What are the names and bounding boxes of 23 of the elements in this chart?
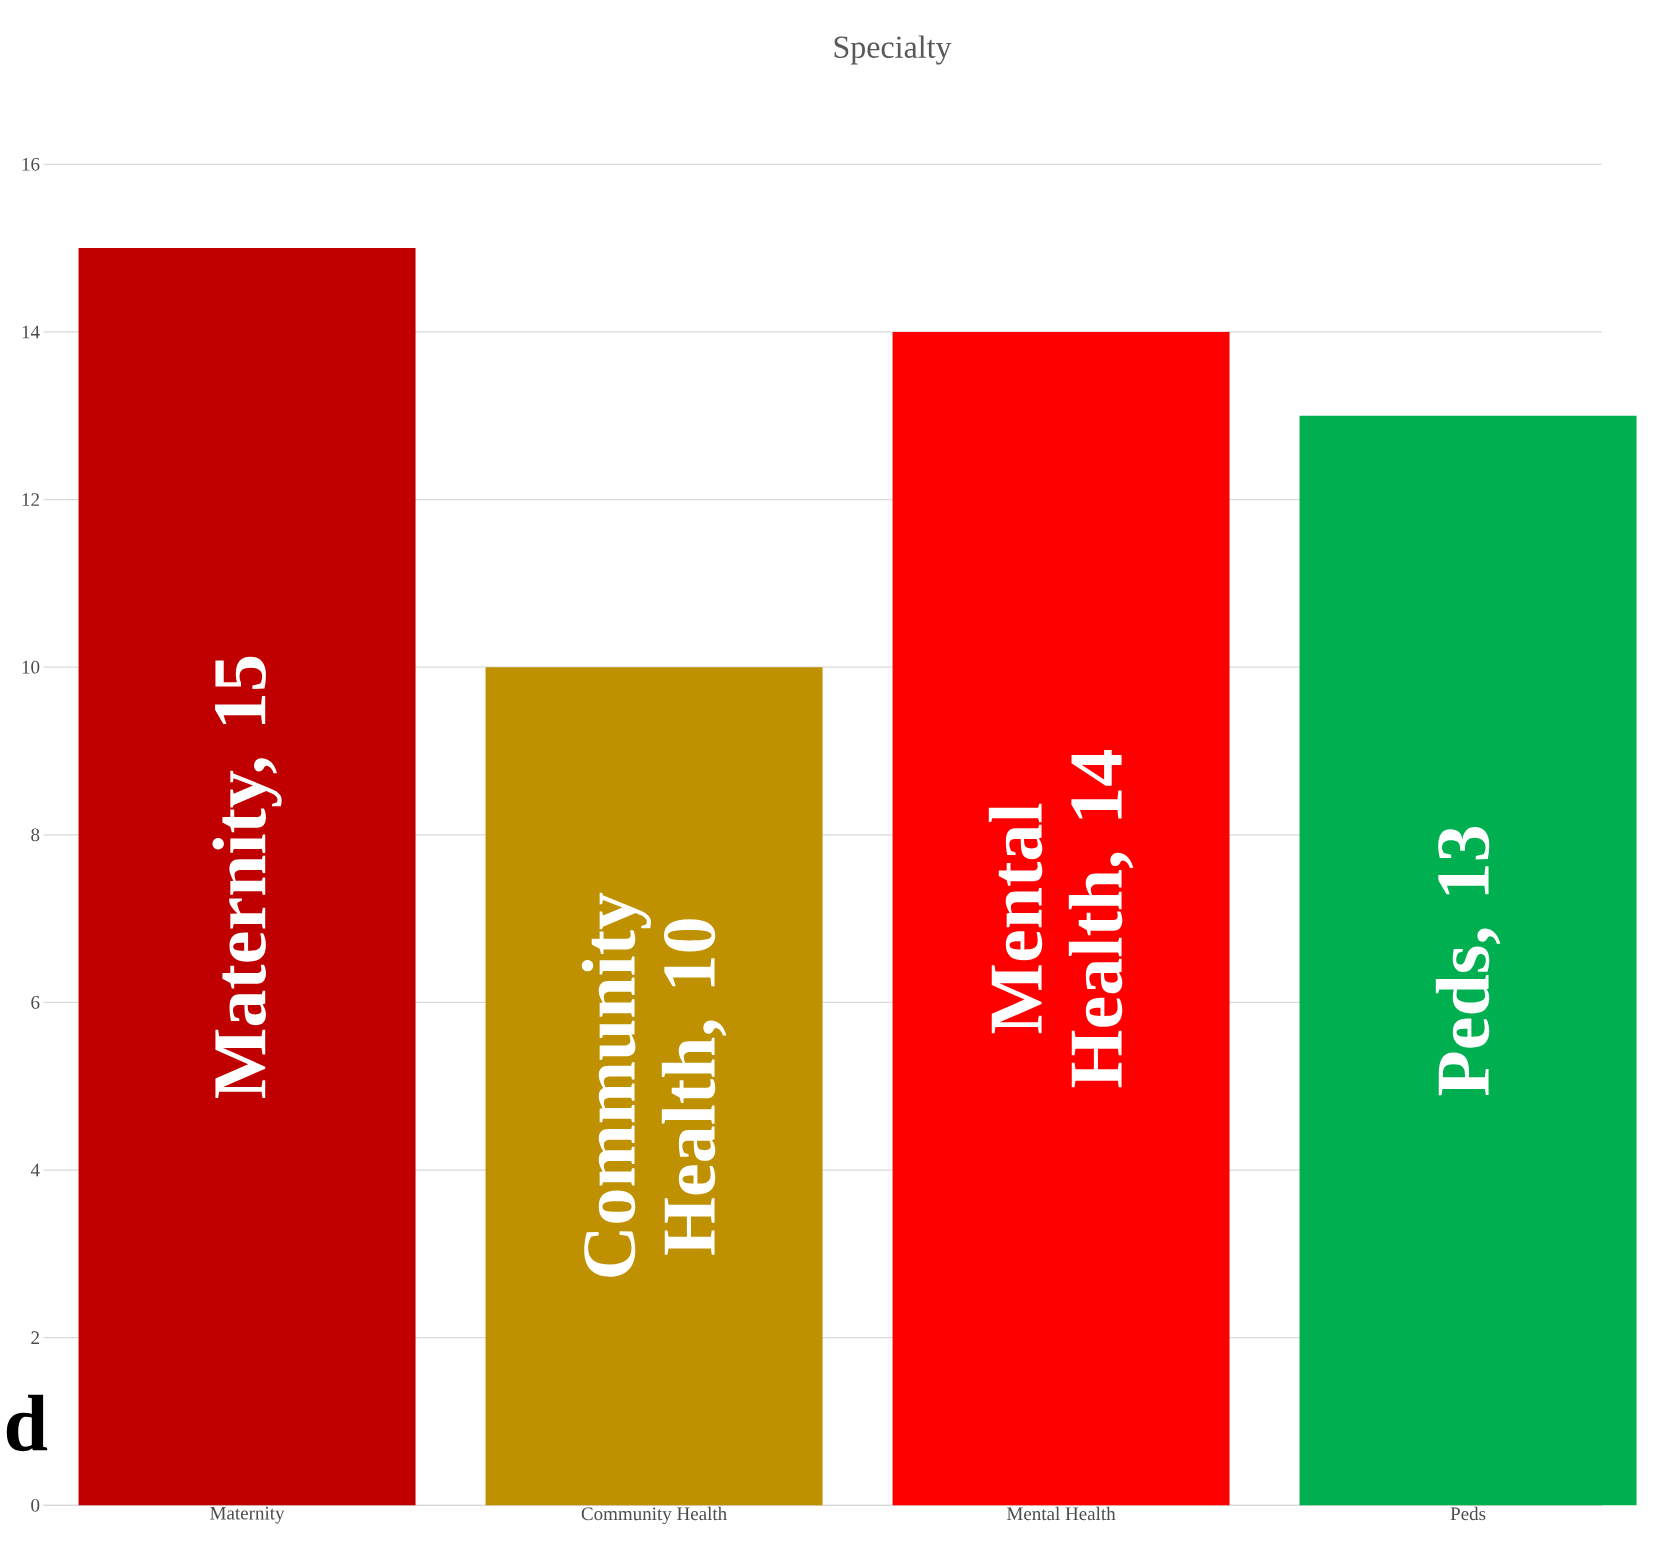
data-label: Maternity, 15 [212, 656, 282, 1099]
y-tick-label: 2 [31, 1331, 39, 1344]
y-tick-label: 12 [22, 493, 39, 506]
bar [1299, 415, 1637, 1506]
y-tick-label: 0 [31, 1498, 40, 1512]
bar [485, 667, 823, 1506]
bar [78, 248, 416, 1506]
x-tick-label: Peds [1450, 1506, 1486, 1521]
bar [892, 331, 1230, 1506]
chart-title: Specialty [834, 35, 952, 65]
y-tick-label: 6 [31, 996, 40, 1009]
annotation: d [6, 1394, 48, 1452]
y-tick-label: 10 [22, 660, 40, 674]
y-tick-label: 8 [31, 828, 40, 842]
y-tick-label: 14 [22, 325, 40, 339]
y-tick-label: 4 [30, 1163, 40, 1177]
x-tick-label: Mental Health [1007, 1506, 1116, 1521]
data-label: Mental Health, 14 [988, 750, 1134, 1088]
y-tick-label: 16 [22, 157, 40, 171]
x-tick-label: Community Health [581, 1506, 727, 1525]
data-label: Peds, 13 [1435, 826, 1501, 1096]
data-label: Community Health, 10 [581, 892, 727, 1277]
x-tick-label: Maternity [210, 1506, 285, 1524]
